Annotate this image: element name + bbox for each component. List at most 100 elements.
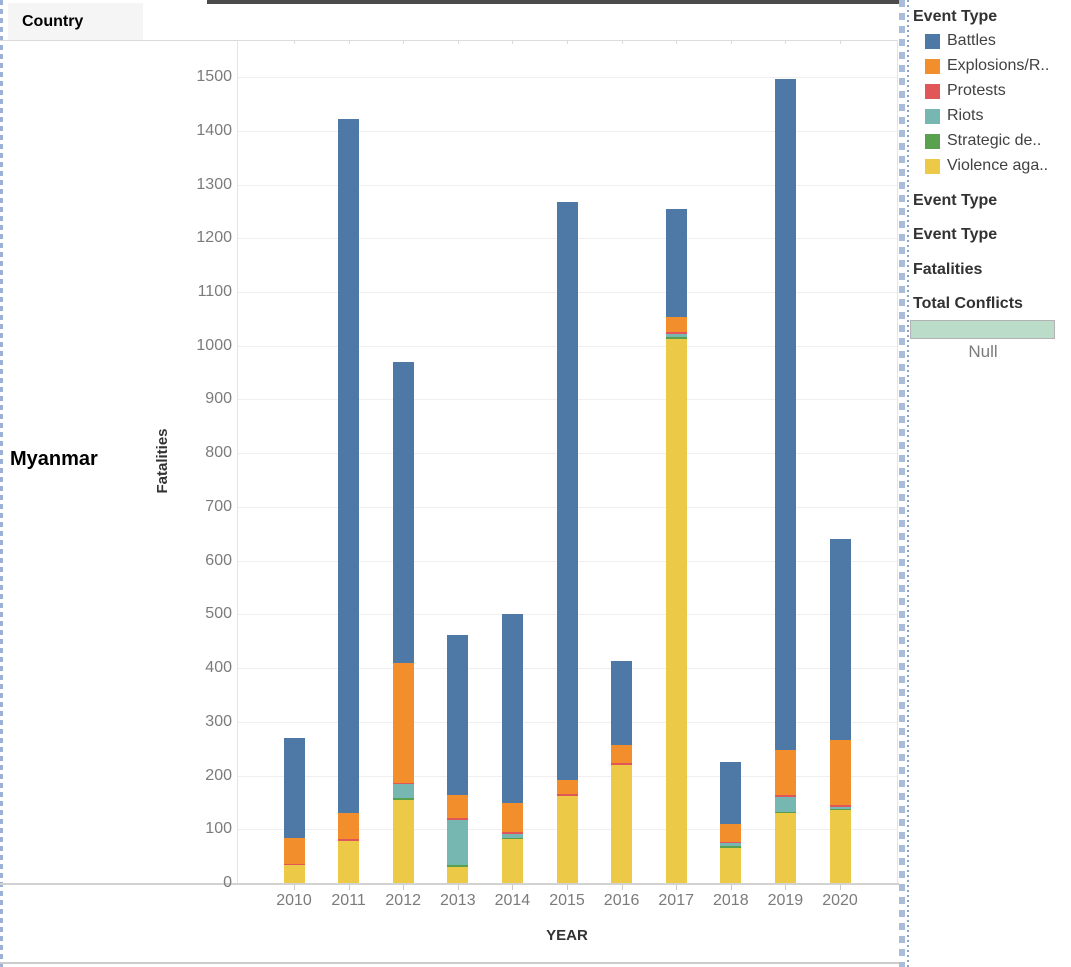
legend-item-label: Explosions/R..: [947, 57, 1050, 74]
bar-segment-2015-explosions-r-[interactable]: [556, 780, 578, 795]
filter-card-total-conflicts[interactable]: Total Conflicts: [913, 295, 1023, 312]
legend-item-violence-aga-[interactable]: Violence aga..: [925, 156, 1048, 176]
bar-segment-2017-riots[interactable]: [665, 333, 687, 337]
legend-item-strategic-de-[interactable]: Strategic de..: [925, 131, 1041, 151]
y-tick-label-700: 700: [205, 497, 232, 515]
bar-segment-2020-riots[interactable]: [829, 806, 851, 809]
legend-item-battles[interactable]: Battles: [925, 31, 996, 51]
filter-card-fatalities[interactable]: Fatalities: [913, 261, 983, 278]
bar-segment-2018-strategic-de-[interactable]: [720, 846, 742, 849]
bar-segment-2017-battles[interactable]: [665, 209, 687, 317]
bar-segment-2010-battles[interactable]: [283, 737, 305, 838]
pane-top-tick-2020: [840, 40, 841, 44]
x-tick-2012: [403, 885, 405, 890]
bar-segment-2011-battles[interactable]: [338, 119, 360, 813]
bar-segment-2012-battles[interactable]: [392, 361, 414, 664]
bar-segment-2020-explosions-r-[interactable]: [829, 740, 851, 805]
filter-card-event-type-2[interactable]: Event Type: [913, 226, 998, 243]
bar-segment-2018-protests[interactable]: [720, 841, 742, 844]
bar-segment-2012-explosions-r-[interactable]: [392, 663, 414, 783]
bar-segment-2017-violence-aga-[interactable]: [665, 338, 687, 883]
legend-swatch-icon: [925, 108, 940, 124]
bar-segment-2011-violence-aga-[interactable]: [338, 841, 360, 883]
bar-segment-2016-explosions-r-[interactable]: [611, 744, 633, 763]
bar-segment-2018-explosions-r-[interactable]: [720, 824, 742, 842]
legend-item-explosions-r-[interactable]: Explosions/R..: [925, 56, 1049, 76]
bar-segment-2011-protests[interactable]: [338, 839, 360, 842]
bar-segment-2012-riots[interactable]: [392, 784, 414, 799]
y-tick-label-500: 500: [205, 605, 232, 623]
bar-segment-2014-explosions-r-[interactable]: [501, 803, 523, 832]
bar-segment-2012-protests[interactable]: [392, 782, 414, 785]
legend-swatch-icon: [925, 83, 940, 99]
bar-segment-2013-strategic-de-[interactable]: [447, 865, 469, 867]
bar-segment-2014-strategic-de-[interactable]: [501, 837, 523, 840]
bar-segment-2019-explosions-r-[interactable]: [774, 750, 796, 795]
pane-top-tick-2017: [676, 40, 678, 44]
bar-segment-2010-explosions-r-[interactable]: [283, 837, 305, 864]
bar-segment-2015-battles[interactable]: [556, 202, 578, 781]
gridline-1400: [238, 130, 897, 132]
dashboard-bottom-border: [0, 962, 901, 964]
x-tick-2014: [512, 885, 514, 890]
x-tick-label-2011: 2011: [331, 892, 366, 909]
legend-title: Event Type: [913, 8, 998, 25]
bar-segment-2013-riots[interactable]: [447, 819, 469, 866]
bar-segment-2012-violence-aga-[interactable]: [392, 799, 414, 883]
bar-segment-2019-strategic-de-[interactable]: [774, 811, 796, 813]
bar-segment-2019-riots[interactable]: [774, 797, 796, 812]
bar-segment-2010-violence-aga-[interactable]: [283, 865, 305, 883]
bar-segment-2011-explosions-r-[interactable]: [338, 812, 360, 840]
x-tick-2015: [567, 885, 568, 890]
bar-segment-2014-protests[interactable]: [501, 831, 523, 834]
bar-segment-2018-riots[interactable]: [720, 843, 742, 847]
bar-segment-2018-battles[interactable]: [720, 761, 742, 825]
bar-segment-2017-strategic-de-[interactable]: [665, 336, 687, 339]
bar-segment-2014-violence-aga-[interactable]: [501, 838, 523, 883]
row-label-country: Myanmar: [10, 448, 98, 470]
x-tick-2019: [785, 885, 787, 890]
dashboard-dashed-border-left: [0, 0, 3, 967]
pane-top-tick-2016: [621, 40, 623, 44]
bar-segment-2017-protests[interactable]: [665, 331, 687, 334]
x-tick-label-2019: 2019: [767, 892, 804, 909]
y-tick-label-1100: 1100: [197, 282, 232, 300]
x-tick-2018: [730, 885, 732, 890]
gridline-1500: [238, 77, 897, 79]
legend-item-protests[interactable]: Protests: [925, 81, 1006, 101]
bar-segment-2020-violence-aga-[interactable]: [829, 810, 851, 883]
bar-segment-2014-riots[interactable]: [501, 833, 523, 838]
bar-segment-2012-strategic-de-[interactable]: [392, 798, 414, 800]
bar-segment-2020-strategic-de-[interactable]: [829, 808, 851, 811]
filter-card-event-type-1[interactable]: Event Type: [913, 192, 998, 209]
pane-top-tick-2012: [403, 40, 405, 44]
bar-segment-2018-violence-aga-[interactable]: [720, 848, 742, 883]
bar-segment-2013-violence-aga-[interactable]: [447, 866, 469, 883]
legend-item-label: Riots: [947, 107, 984, 124]
y-tick-label-400: 400: [205, 659, 232, 677]
y-tick-label-0: 0: [223, 874, 232, 891]
pane-top-tick-2013: [457, 40, 459, 44]
bar-segment-2013-explosions-r-[interactable]: [447, 794, 469, 818]
bar-segment-2010-protests[interactable]: [283, 863, 305, 866]
bar-segment-2016-protests[interactable]: [611, 762, 633, 765]
bar-segment-2013-battles[interactable]: [447, 635, 469, 795]
x-tick-2010: [294, 885, 295, 890]
legend-item-label: Battles: [947, 32, 996, 49]
bar-segment-2019-protests[interactable]: [774, 794, 796, 798]
bar-segment-2019-battles[interactable]: [774, 79, 796, 751]
bar-segment-2020-protests[interactable]: [829, 804, 851, 807]
bar-segment-2016-violence-aga-[interactable]: [611, 764, 633, 883]
bar-segment-2017-explosions-r-[interactable]: [665, 316, 687, 332]
bar-segment-2015-protests[interactable]: [556, 794, 578, 796]
y-tick-label-1200: 1200: [196, 229, 232, 247]
bar-segment-2020-battles[interactable]: [829, 538, 851, 741]
x-tick-label-2013: 2013: [440, 892, 476, 909]
legend-item-riots[interactable]: Riots: [925, 106, 983, 126]
bar-segment-2016-battles[interactable]: [611, 661, 633, 745]
bar-segment-2013-protests[interactable]: [447, 817, 469, 820]
legend-swatch-icon: [925, 58, 940, 74]
bar-segment-2019-violence-aga-[interactable]: [774, 812, 796, 883]
bar-segment-2015-violence-aga-[interactable]: [556, 795, 578, 883]
bar-segment-2014-battles[interactable]: [501, 613, 523, 804]
